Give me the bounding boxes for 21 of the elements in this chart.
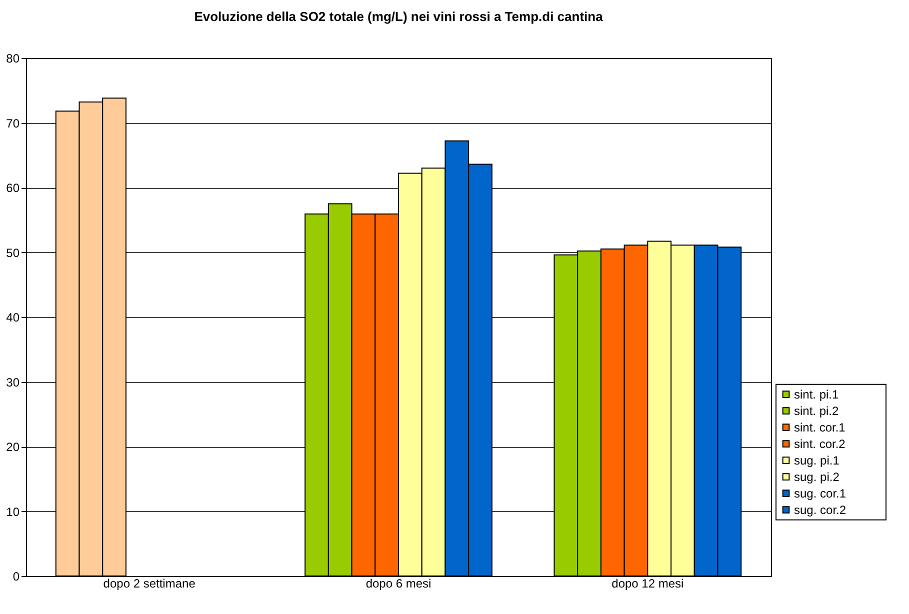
y-tick-label: 70 xyxy=(6,116,20,130)
y-tick-label: 10 xyxy=(6,504,20,519)
legend-label: sug. cor.1 xyxy=(794,486,846,500)
legend-label: sint. cor.2 xyxy=(794,436,846,451)
x-tick-label: dopo 6 mesi xyxy=(366,576,432,590)
y-tick-label: 40 xyxy=(6,310,20,324)
legend-label: sug. cor.2 xyxy=(794,502,846,517)
y-tick-label: 30 xyxy=(6,375,20,390)
legend-label: sug. pi.2 xyxy=(794,470,840,484)
legend-label: sint. pi.1 xyxy=(794,387,840,402)
legend-label: sug. pi.1 xyxy=(794,453,840,468)
x-tick-label: dopo 2 settimane xyxy=(103,576,196,590)
x-tick-label: dopo 12 mesi xyxy=(612,576,684,590)
y-tick-label: 50 xyxy=(6,246,20,260)
y-tick-label: 80 xyxy=(6,52,20,66)
y-tick-label: 60 xyxy=(6,181,20,195)
y-tick-label: 0 xyxy=(12,570,20,584)
legend-label: sint. cor.1 xyxy=(794,420,846,434)
y-tick-label: 20 xyxy=(6,440,20,454)
legend-label: sint. pi.2 xyxy=(794,404,840,418)
chart-title: Evoluzione della SO2 totale (mg/L) nei vini rossi a Temp.di cantina xyxy=(194,9,604,24)
